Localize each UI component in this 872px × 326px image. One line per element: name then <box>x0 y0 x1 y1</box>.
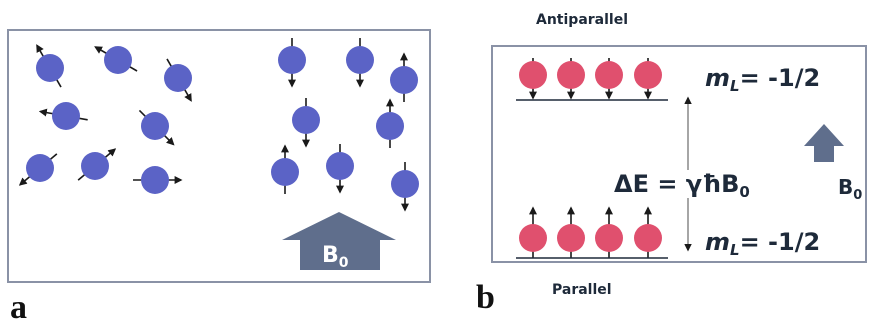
spin <box>36 54 64 82</box>
value: = -1/2 <box>740 228 821 256</box>
field-arrow <box>804 124 844 162</box>
top-level: mL= -1/2 <box>705 64 820 95</box>
spin <box>292 106 320 134</box>
field-subscript: 0 <box>339 255 349 271</box>
spin <box>141 112 169 140</box>
field-subscript: 0 <box>853 188 862 203</box>
spin <box>104 46 132 74</box>
energy-text: ΔE = γħB <box>614 170 739 198</box>
spin <box>557 224 585 252</box>
spin <box>346 46 374 74</box>
field-symbol: B <box>838 175 853 199</box>
spin <box>390 66 418 94</box>
spin <box>326 152 354 180</box>
subscript: L <box>730 241 740 259</box>
value: = -1/2 <box>740 64 821 92</box>
spin <box>278 46 306 74</box>
spin <box>164 64 192 92</box>
bottom-caption: Parallel <box>552 282 612 298</box>
symbol: m <box>705 228 730 256</box>
spin <box>376 112 404 140</box>
spin <box>271 158 299 186</box>
field-label: B0 <box>838 175 862 203</box>
spin <box>595 61 623 89</box>
spin <box>557 61 585 89</box>
subscript: 0 <box>739 183 749 201</box>
energy: ΔE = γħB0 <box>614 170 750 201</box>
symbol: m <box>705 64 730 92</box>
panel-label: a <box>10 289 27 326</box>
spin <box>141 166 169 194</box>
top-caption: Antiparallel <box>536 12 628 28</box>
spin <box>519 61 547 89</box>
field-symbol: B <box>322 243 339 268</box>
figure: B0 a b Antiparallel Parallel mL= -1/2 mL… <box>0 0 872 326</box>
bottom-level: mL= -1/2 <box>705 228 820 259</box>
spin <box>81 152 109 180</box>
spin <box>391 170 419 198</box>
panel-label: b <box>476 279 495 316</box>
spin <box>634 224 662 252</box>
spin <box>52 102 80 130</box>
spin <box>519 224 547 252</box>
spin <box>634 61 662 89</box>
spin <box>26 154 54 182</box>
spin <box>595 224 623 252</box>
subscript: L <box>730 77 740 95</box>
